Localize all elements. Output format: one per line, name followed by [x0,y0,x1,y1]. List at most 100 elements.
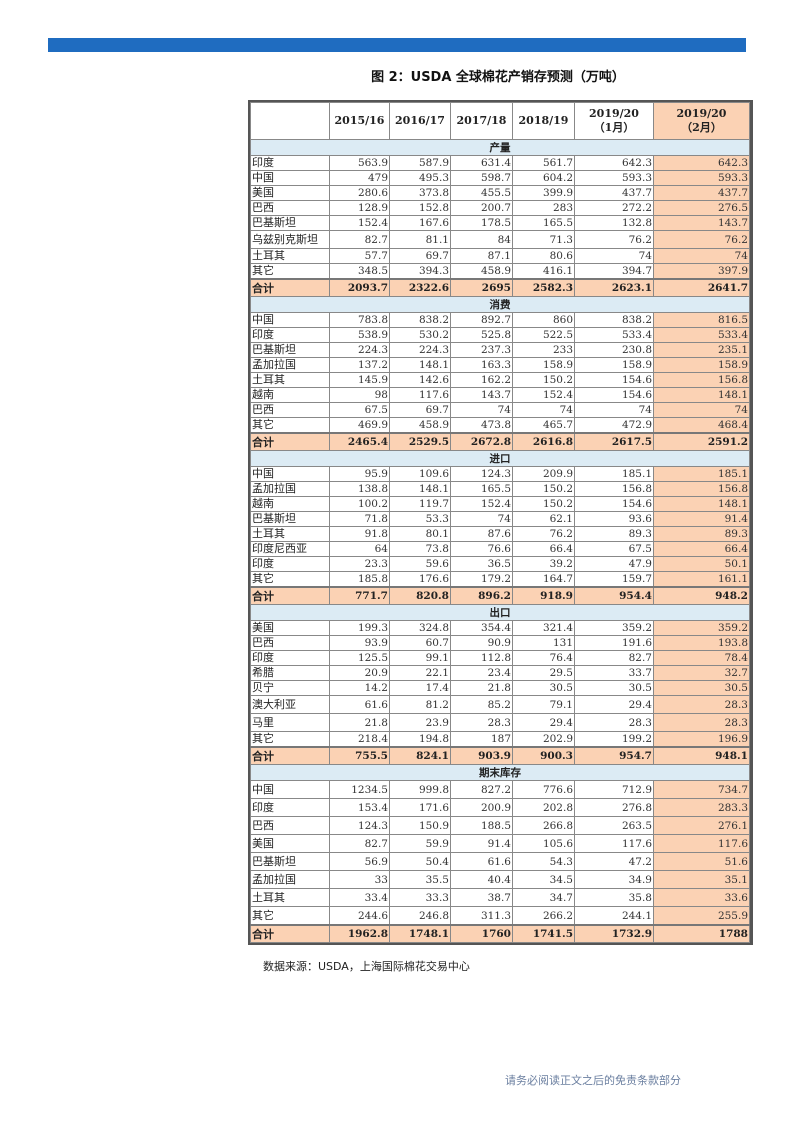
table-cell: 397.9 [653,263,750,280]
table-cell: 458.9 [450,263,513,280]
table-cell: 437.7 [574,185,654,201]
table-cell: 860 [512,312,575,328]
table-cell: 143.7 [653,215,750,231]
table-cell: 199.2 [574,731,654,748]
table-cell: 74 [450,402,513,418]
table-row: 印度 153.4 171.6 200.9 202.8 276.8 283.3 [250,798,750,817]
table-cell: 34.7 [512,888,575,907]
row-label: 孟加拉国 [250,870,330,889]
table-row: 印度 125.5 99.1 112.8 76.4 82.7 78.4 [250,650,750,666]
table-cell: 437.7 [653,185,750,201]
table-cell: 185.8 [329,571,390,588]
table-cell: 39.2 [512,556,575,572]
table-cell: 36.5 [450,556,513,572]
table-cell: 82.7 [329,230,390,249]
table-cell: 954.7 [574,746,654,765]
table-cell: 74 [512,402,575,418]
table-cell: 152.8 [389,200,451,216]
row-label: 孟加拉国 [250,481,330,497]
table-cell: 472.9 [574,417,654,434]
table-cell: 533.4 [653,327,750,343]
table-row: 孟加拉国 137.2 148.1 163.3 158.9 158.9 158.9 [250,357,750,373]
section-title: 进口 [250,450,750,467]
table-cell: 903.9 [450,746,513,765]
total-row: 合计 771.7 820.8 896.2 918.9 954.4 948.2 [250,586,750,605]
table-cell: 82.7 [574,650,654,666]
table-cell: 21.8 [329,713,390,732]
table-cell: 152.4 [329,215,390,231]
table-cell: 33.6 [653,888,750,907]
table-cell: 948.2 [653,586,750,605]
table-cell: 20.9 [329,665,390,681]
table-cell: 74 [574,402,654,418]
table-cell: 17.4 [389,680,451,696]
table-cell: 124.3 [329,816,390,835]
table-cell: 202.8 [512,798,575,817]
section-header-row: 出口 [250,604,750,621]
table-cell: 132.8 [574,215,654,231]
table-cell: 188.5 [450,816,513,835]
table-cell: 283.3 [653,798,750,817]
table-cell: 117.6 [653,834,750,853]
section-title: 出口 [250,604,750,621]
row-label: 合计 [250,924,330,943]
table-cell: 28.3 [450,713,513,732]
row-label: 合计 [250,278,330,297]
table-row: 土耳其 33.4 33.3 38.7 34.7 35.8 33.6 [250,888,750,907]
table-cell: 128.9 [329,200,390,216]
row-label: 印度 [250,556,330,572]
table-row: 中国 95.9 109.6 124.3 209.9 185.1 185.1 [250,466,750,482]
table-row: 马里 21.8 23.9 28.3 29.4 28.3 28.3 [250,713,750,732]
row-label: 其它 [250,571,330,588]
table-cell: 156.8 [653,481,750,497]
table-cell: 918.9 [512,586,575,605]
table-cell: 209.9 [512,466,575,482]
table-cell: 838.2 [574,312,654,328]
table-cell: 1788 [653,924,750,943]
cotton-forecast-table: 2015/16 2016/17 2017/18 2018/19 2019/20 （1月）… [250,102,750,943]
table-cell: 61.6 [450,852,513,871]
table-cell: 266.2 [512,906,575,926]
table-cell: 200.7 [450,200,513,216]
total-row: 合计 2465.4 2529.5 2672.8 2616.8 2617.5 2591.2 [250,432,750,451]
table-cell: 89.3 [653,526,750,542]
row-label: 中国 [250,466,330,482]
total-row: 合计 2093.7 2322.6 2695 2582.3 2623.1 2641.7 [250,278,750,297]
table-cell: 23.4 [450,665,513,681]
row-label: 越南 [250,387,330,403]
table-row: 其它 348.5 394.3 458.9 416.1 394.7 397.9 [250,263,750,280]
table-cell: 642.3 [574,155,654,171]
table-cell: 276.5 [653,200,750,216]
table-cell: 156.8 [574,481,654,497]
row-label: 越南 [250,496,330,512]
table-cell: 563.9 [329,155,390,171]
table-cell: 2591.2 [653,432,750,451]
table-cell: 2672.8 [450,432,513,451]
section-title: 产量 [250,139,750,156]
table-row: 乌兹别克斯坦 82.7 81.1 84 71.3 76.2 76.2 [250,230,750,249]
table-cell: 35.8 [574,888,654,907]
row-label: 巴西 [250,816,330,835]
table-cell: 185.1 [653,466,750,482]
table-cell: 538.9 [329,327,390,343]
table-cell: 154.6 [574,496,654,512]
row-label: 其它 [250,263,330,280]
row-label: 巴基斯坦 [250,511,330,527]
table-cell: 73.8 [389,541,451,557]
table-cell: 354.4 [450,620,513,636]
table-cell: 178.5 [450,215,513,231]
table-cell: 21.8 [450,680,513,696]
table-cell: 191.6 [574,635,654,651]
table-cell: 66.4 [653,541,750,557]
row-label: 美国 [250,620,330,636]
table-cell: 416.1 [512,263,575,280]
table-row: 巴基斯坦 71.8 53.3 74 62.1 93.6 91.4 [250,511,750,527]
table-cell: 85.2 [450,695,513,714]
table-cell: 125.5 [329,650,390,666]
table-cell: 50.4 [389,852,451,871]
table-row: 土耳其 145.9 142.6 162.2 150.2 154.6 156.8 [250,372,750,388]
table-cell: 165.5 [512,215,575,231]
row-label: 澳大利亚 [250,695,330,714]
table-cell: 100.2 [329,496,390,512]
row-label: 印度 [250,650,330,666]
